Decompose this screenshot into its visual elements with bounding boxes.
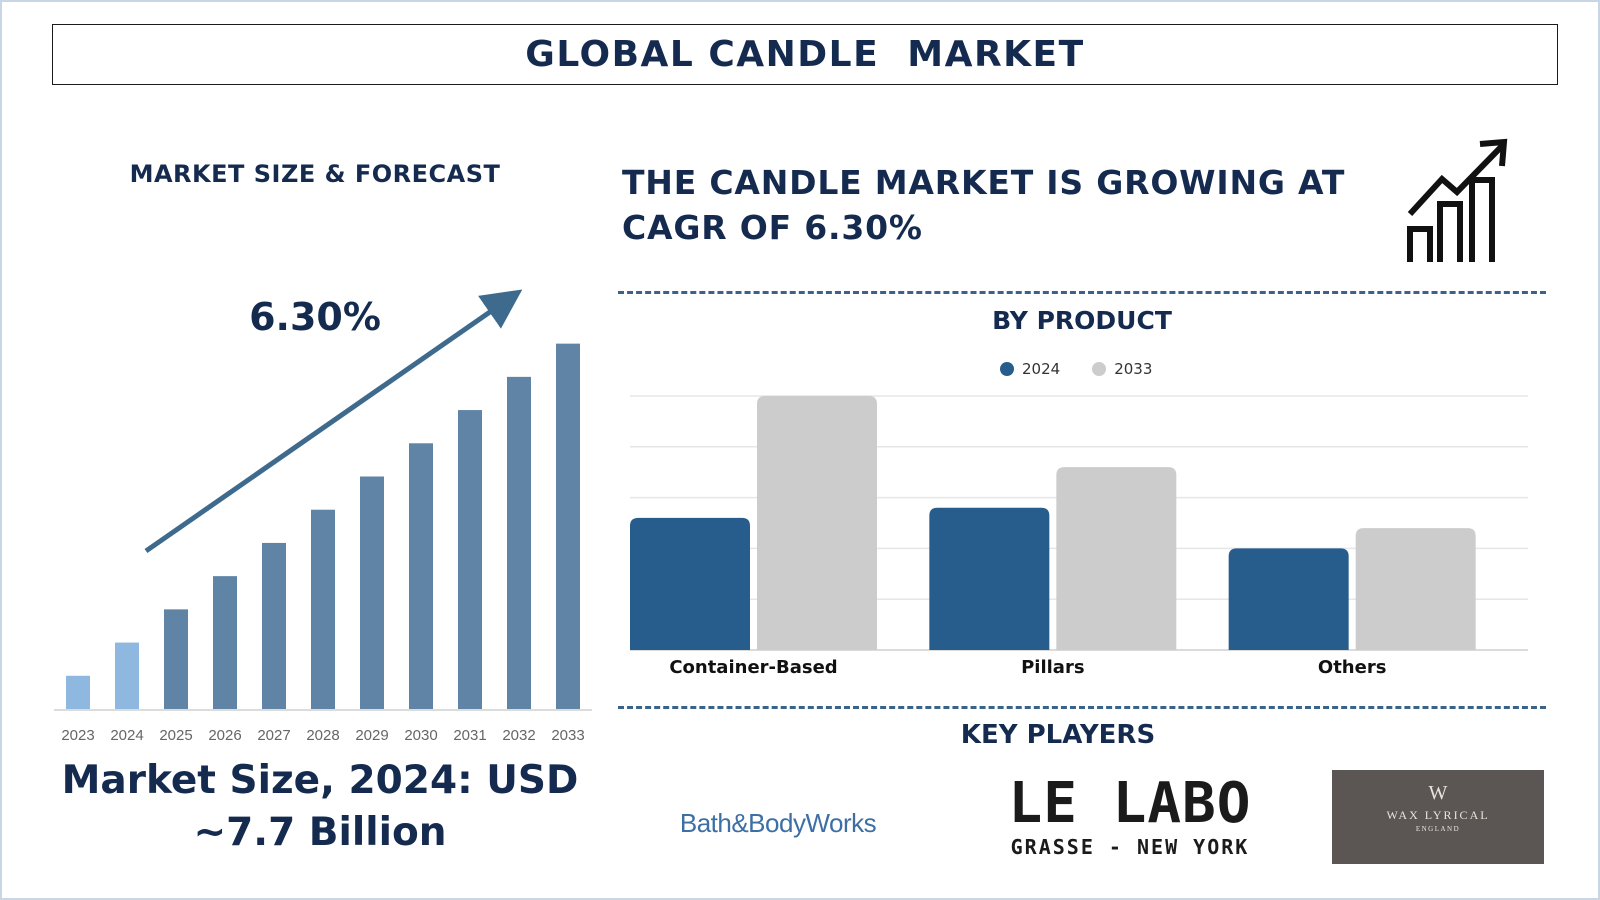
legend-item-2024: 2024 xyxy=(1000,360,1060,378)
page-title-text: GLOBAL CANDLE MARKET xyxy=(525,34,1085,75)
forecast-bar-2033 xyxy=(556,343,580,709)
x-tick-label-2026: 2026 xyxy=(208,727,241,744)
legend-marker-2033 xyxy=(1092,362,1107,376)
x-tick-label-2032: 2032 xyxy=(502,727,535,744)
key-players-title: KEY PLAYERS xyxy=(960,720,1156,750)
growth-chart-icon xyxy=(1407,138,1508,262)
x-tick-label-2031: 2031 xyxy=(453,727,486,744)
forecast-bar-2023 xyxy=(66,675,90,709)
cagr-heading: THE CANDLE MARKET IS GROWING AT CAGR OF … xyxy=(622,160,1352,250)
section-divider-1 xyxy=(618,291,1546,294)
x-tick-label-2033: 2033 xyxy=(551,727,584,744)
le-labo-logo-line2: GRASSE - NEW YORK xyxy=(1010,835,1250,859)
legend-item-2033: 2033 xyxy=(1092,360,1152,378)
growth-arrow xyxy=(144,289,523,554)
legend-marker-2024 xyxy=(1000,362,1014,376)
cagr-annotation: 6.30% xyxy=(249,295,381,339)
wax-lyrical-logo-line2: ENGLAND xyxy=(1415,825,1461,833)
x-tick-label-2028: 2028 xyxy=(306,727,339,744)
forecast-bar-2030 xyxy=(409,443,433,709)
market-size-text: Market Size, 2024: USD ~7.7 Billion xyxy=(40,755,600,859)
wax-lyrical-logo-line1: WAX LYRICAL xyxy=(1386,808,1490,822)
chart-legend: 2024 2033 xyxy=(1000,360,1152,378)
wax-lyrical-logo-mark: W xyxy=(1428,782,1448,804)
market-size-heading: MARKET SIZE & FORECAST xyxy=(129,160,501,188)
forecast-bar-2028 xyxy=(311,509,335,709)
forecast-bar-2032 xyxy=(507,376,531,709)
cagr-heading-line2: CAGR OF 6.30% xyxy=(622,208,923,247)
le-labo-logo: LE LABO GRASSE - NEW YORK xyxy=(990,775,1270,861)
section-divider-2 xyxy=(618,706,1546,709)
page-title: GLOBAL CANDLE MARKET xyxy=(52,24,1558,85)
x-tick-label-2025: 2025 xyxy=(159,727,192,744)
forecast-bar-2026 xyxy=(213,576,237,709)
forecast-bar-2027 xyxy=(262,542,286,709)
legend-label-2024: 2024 xyxy=(1022,360,1061,378)
bath-body-works-logo: Bath&BodyWorks xyxy=(679,808,877,838)
legend-label-2033: 2033 xyxy=(1114,360,1153,378)
market-size-line1: Market Size, 2024: USD xyxy=(61,758,579,803)
x-tick-label-2030: 2030 xyxy=(404,727,437,744)
forecast-bar-2031 xyxy=(458,410,482,709)
by-product-title: BY PRODUCT xyxy=(992,306,1172,335)
forecast-bar-2025 xyxy=(164,609,188,709)
wax-lyrical-logo: W WAX LYRICAL ENGLAND xyxy=(1332,770,1544,864)
x-tick-label-2023: 2023 xyxy=(61,727,94,744)
forecast-bar-2024 xyxy=(115,642,139,709)
le-labo-logo-line1: LE LABO xyxy=(1008,771,1252,836)
market-size-line2: ~7.7 Billion xyxy=(193,810,447,855)
x-tick-label-2027: 2027 xyxy=(257,727,290,744)
forecast-bar-2029 xyxy=(360,476,384,709)
x-tick-label-2029: 2029 xyxy=(355,727,388,744)
x-tick-label-2024: 2024 xyxy=(110,727,143,744)
cagr-heading-line1: THE CANDLE MARKET IS GROWING AT xyxy=(622,163,1346,202)
